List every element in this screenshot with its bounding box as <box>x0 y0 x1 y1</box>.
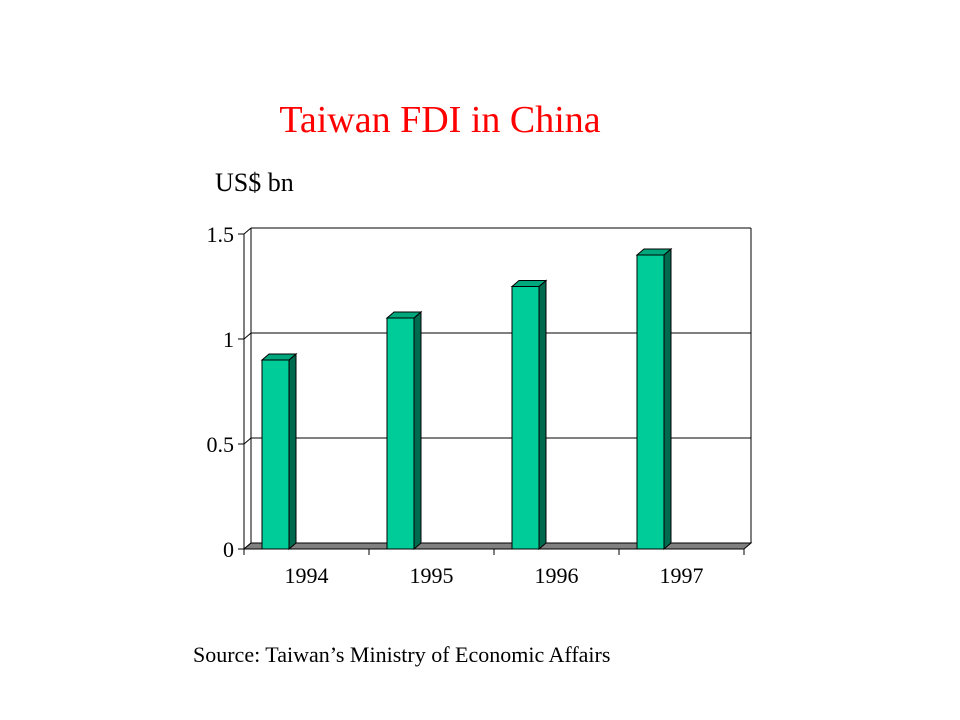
y-tick-label: 0 <box>223 537 234 562</box>
x-tick-label: 1996 <box>535 563 579 588</box>
bar-front <box>511 286 540 550</box>
grid-diagonal <box>243 332 252 340</box>
grid-layer <box>243 227 752 550</box>
grid-diagonal <box>243 227 252 235</box>
bar-side <box>538 279 547 551</box>
source-note: Source: Taiwan’s Ministry of Economic Af… <box>193 642 611 667</box>
chart-title: Taiwan FDI in China <box>279 99 601 141</box>
y-axis-label: US$ bn <box>215 168 294 197</box>
bar-side <box>413 310 422 551</box>
bar-1996 <box>510 279 548 551</box>
bar-side <box>663 247 672 551</box>
y-tick-label: 0.5 <box>207 432 235 457</box>
bar-front <box>261 359 290 550</box>
bar-1995 <box>385 310 423 551</box>
bar-layer <box>260 247 673 551</box>
floor-layer <box>242 542 753 550</box>
chart-floor <box>242 542 753 550</box>
label-layer: 1994 1995 1996 1997 <box>285 563 704 588</box>
y-tick-label: 1.5 <box>207 222 235 247</box>
x-tick-label: 1997 <box>660 563 704 588</box>
grid-diagonal <box>243 437 252 445</box>
x-tick-label: 1994 <box>285 563 329 588</box>
bar-front <box>636 254 665 550</box>
x-tick-label: 1995 <box>410 563 454 588</box>
bar-1997 <box>635 247 673 551</box>
y-tick-label: 1 <box>223 327 234 352</box>
axis-layer: 0 0.5 1 1.5 <box>207 222 745 562</box>
bar-side <box>288 352 297 551</box>
bar-front <box>386 317 415 550</box>
bar-1994 <box>260 352 298 551</box>
